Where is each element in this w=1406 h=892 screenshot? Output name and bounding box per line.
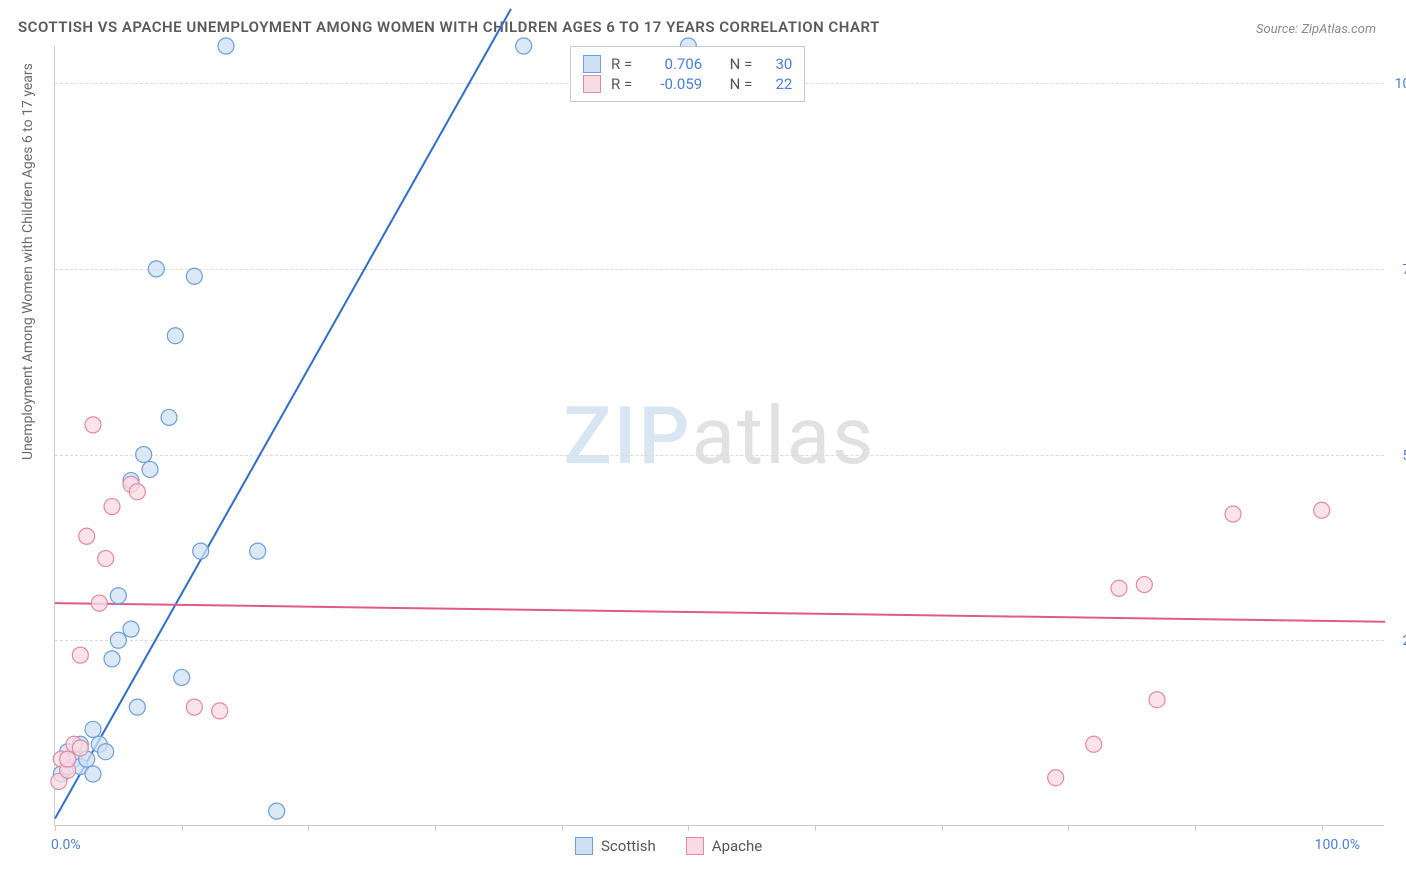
data-point-scottish [104, 651, 120, 667]
data-point-scottish [110, 632, 126, 648]
y-tick-label: 50.0% [1402, 448, 1406, 464]
legend-row-apache: R = -0.059 N = 22 [583, 75, 792, 93]
data-point-scottish [516, 38, 532, 54]
data-point-apache [1111, 580, 1127, 596]
data-point-apache [1225, 506, 1241, 522]
data-point-apache [1149, 692, 1165, 708]
data-point-scottish [129, 699, 145, 715]
x-tick [182, 825, 183, 831]
source-label: Source: [1256, 22, 1298, 37]
data-point-apache [72, 740, 88, 756]
data-point-apache [1314, 502, 1330, 518]
chart-plot-area: ZIPatlas 25.0%50.0%75.0%100.0% R =0.706 … [54, 46, 1384, 826]
data-point-scottish [161, 409, 177, 425]
y-tick-label: 25.0% [1402, 633, 1406, 649]
data-point-apache [60, 751, 76, 767]
y-tick-label: 100.0% [1395, 76, 1406, 92]
data-point-scottish [148, 261, 164, 277]
x-tick [688, 825, 689, 831]
data-point-apache [212, 703, 228, 719]
legend-swatch [575, 837, 593, 855]
data-point-scottish [110, 588, 126, 604]
legend-swatch [686, 837, 704, 855]
data-point-apache [1136, 577, 1152, 593]
correlation-legend: R = 0.706 N = 30 R = -0.059 N = 22 [570, 46, 805, 102]
data-point-apache [1048, 770, 1064, 786]
data-point-scottish [174, 669, 190, 685]
data-point-scottish [218, 38, 234, 54]
data-point-scottish [85, 766, 101, 782]
data-point-scottish [186, 268, 202, 284]
legend-swatch [583, 55, 601, 73]
series-legend: Scottish Apache [575, 837, 762, 855]
x-tick [435, 825, 436, 831]
scatter-plot-svg [55, 46, 1384, 825]
y-axis-label: Unemployment Among Women with Children A… [20, 63, 36, 460]
y-tick-label: 75.0% [1402, 262, 1406, 278]
x-axis-min-label: 0.0% [51, 837, 81, 853]
legend-item-apache: Apache [686, 837, 762, 855]
data-point-apache [186, 699, 202, 715]
legend-n-label: N = [730, 55, 753, 73]
data-point-apache [129, 484, 145, 500]
legend-r-label: R = [611, 75, 632, 93]
x-tick [1068, 825, 1069, 831]
legend-r-value: 0.706 [642, 55, 702, 73]
trend-line-apache [55, 603, 1385, 622]
x-tick [55, 825, 56, 831]
legend-swatch [583, 75, 601, 93]
trend-line-scottish [55, 9, 511, 819]
data-point-scottish [123, 621, 139, 637]
data-point-apache [98, 551, 114, 567]
data-point-scottish [85, 721, 101, 737]
data-point-scottish [167, 328, 183, 344]
legend-series-label: Scottish [601, 837, 656, 855]
legend-r-label: R = [611, 55, 632, 73]
data-point-scottish [98, 744, 114, 760]
x-tick [562, 825, 563, 831]
chart-title: SCOTTISH VS APACHE UNEMPLOYMENT AMONG WO… [18, 18, 880, 36]
data-point-apache [85, 417, 101, 433]
x-tick [308, 825, 309, 831]
data-point-scottish [250, 543, 266, 559]
data-point-apache [72, 647, 88, 663]
legend-r-value: -0.059 [642, 75, 702, 93]
x-tick [1322, 825, 1323, 831]
x-tick [1195, 825, 1196, 831]
legend-n-label: N = [730, 75, 753, 93]
x-tick [942, 825, 943, 831]
data-point-scottish [136, 447, 152, 463]
data-point-apache [104, 499, 120, 515]
x-tick [815, 825, 816, 831]
data-point-scottish [193, 543, 209, 559]
data-point-apache [1086, 736, 1102, 752]
legend-series-label: Apache [712, 837, 762, 855]
data-point-apache [79, 528, 95, 544]
legend-row-scottish: R = 0.706 N = 30 [583, 55, 792, 73]
legend-n-value: 22 [762, 75, 792, 93]
legend-item-scottish: Scottish [575, 837, 656, 855]
source-value: ZipAtlas.com [1301, 22, 1376, 37]
x-axis-max-label: 100.0% [1315, 837, 1360, 853]
source-attribution: Source: ZipAtlas.com [1256, 22, 1376, 37]
data-point-scottish [269, 803, 285, 819]
legend-n-value: 30 [762, 55, 792, 73]
data-point-scottish [142, 461, 158, 477]
data-point-apache [91, 595, 107, 611]
